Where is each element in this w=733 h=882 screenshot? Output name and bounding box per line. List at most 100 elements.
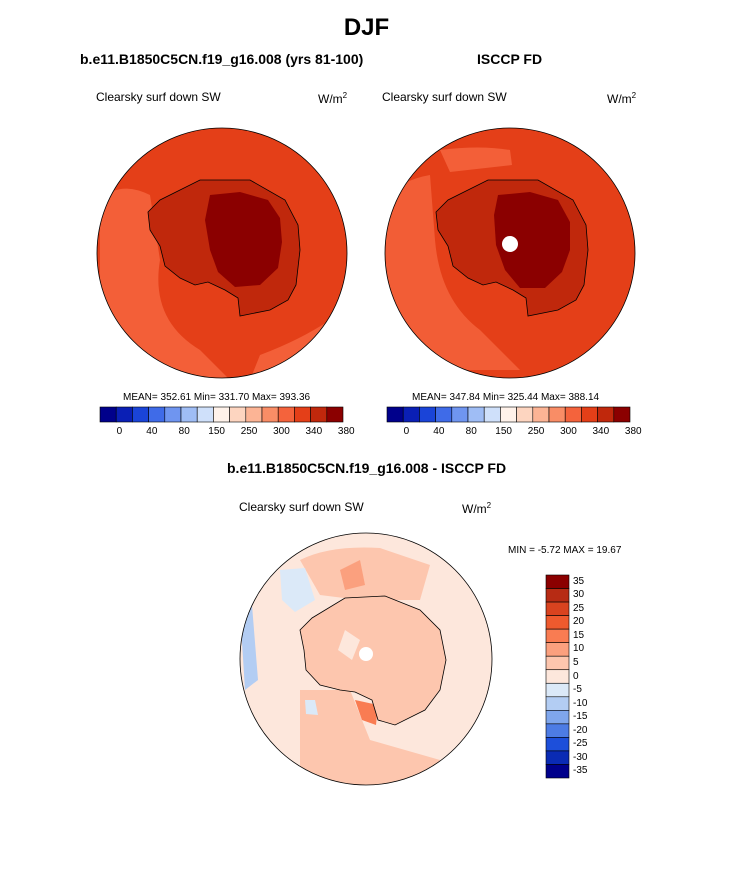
right-colorbar-swatch [532,406,550,423]
right-colorbar-swatch [597,406,615,423]
diff-colorbar-swatch [545,615,570,630]
diff-colorbar-swatch [545,574,570,589]
left-colorbar-swatch [245,406,263,423]
diff-colorbar-swatch [545,682,570,698]
left-colorbar-tick-label: 80 [178,426,190,437]
diff-colorbar-tick-label: -35 [573,765,588,777]
right-colorbar-swatch [435,406,453,423]
left-colorbar-tick-label: 0 [116,426,123,437]
left-colorbar-tick-label: 150 [208,426,225,437]
diff-panel-subtitle: b.e11.B1850C5CN.f19_g16.008 - ISCCP FD [227,460,507,476]
diff-colorbar-tick-label: 20 [573,616,585,628]
left-colorbar-tick-label: 340 [305,426,323,437]
left-colorbar-swatch [277,406,295,423]
left-units-label: W/m2 [318,91,348,106]
left-colorbar-tick-label: 40 [146,426,158,437]
left-colorbar-swatch [261,406,279,423]
diff-colorbar-tick-label: -15 [573,711,588,723]
right-colorbar [386,406,631,423]
diff-colorbar-tick-label: 30 [573,589,585,601]
left-colorbar-swatch [196,406,214,423]
figure-title: DJF [343,14,390,41]
right-colorbar-tick-label: 340 [592,426,610,437]
diff-colorbar-swatch [545,764,570,779]
right-colorbar-swatch [402,406,420,423]
diff-colorbar-tick-label: 10 [573,643,585,655]
right-colorbar-tick-label: 80 [465,426,477,437]
diff-colorbar-swatch [545,628,570,643]
diff-colorbar-swatch [545,588,570,603]
right-colorbar-swatch [483,406,501,423]
right-colorbar-tick-label: 250 [527,426,545,437]
left-colorbar-swatch [99,406,117,423]
diff-variable-label: Clearsky surf down SW [239,500,364,514]
left-panel-subtitle: b.e11.B1850C5CN.f19_g16.008 (yrs 81-100) [80,51,364,67]
left-colorbar-swatch [326,406,344,423]
left-map [96,127,348,379]
right-colorbar-tick-label: 0 [403,426,410,437]
left-colorbar-swatch [164,406,182,423]
right-colorbar-tick-label: 40 [433,426,445,437]
left-colorbar-tick-label: 250 [240,426,258,437]
diff-colorbar-swatch [545,710,570,725]
left-colorbar-swatch [294,406,311,423]
left-colorbar [99,406,344,423]
left-colorbar-swatch [229,406,247,423]
right-colorbar-tick-label: 300 [560,426,577,437]
right-plateau [494,192,570,288]
right-pole-missing [502,236,518,252]
diff-pole-missing [359,647,373,661]
left-colorbar-swatch [213,406,230,423]
diff-colorbar-swatch [545,601,570,616]
diff-colorbar-tick-label: 25 [573,602,585,614]
left-colorbar-tick-label: 300 [273,426,290,437]
right-colorbar-swatch [581,406,598,423]
right-colorbar-swatch [500,406,517,423]
diff-colorbar-tick-label: 5 [573,656,579,668]
diff-colorbar-swatch [545,737,570,752]
diff-map [239,532,493,786]
right-colorbar-swatch [451,406,469,423]
right-colorbar-swatch [467,406,485,423]
left-plateau [205,192,282,287]
diff-colorbar-swatch [545,669,570,684]
right-stats: MEAN= 347.84 Min= 325.44 Max= 388.14 [412,392,600,403]
diff-colorbar-swatch [545,723,570,738]
diff-stats: MIN = -5.72 MAX = 19.67 [508,545,622,556]
right-map [384,127,636,379]
diff-colorbar-tick-label: -10 [573,697,588,709]
left-stats: MEAN= 352.61 Min= 331.70 Max= 393.36 [123,392,311,403]
diff-colorbar-swatch [545,750,570,765]
diff-colorbar-tick-label: 15 [573,629,585,641]
right-panel-subtitle: ISCCP FD [477,51,543,67]
right-colorbar-swatch [548,406,566,423]
left-colorbar-tick-label: 380 [337,426,355,437]
diff-colorbar-tick-label: -5 [573,684,582,696]
diff-colorbar-tick-label: -30 [573,751,588,763]
diff-colorbar-swatch [545,642,570,657]
right-variable-label: Clearsky surf down SW [382,90,507,104]
right-colorbar-swatch [516,406,534,423]
left-colorbar-swatch [148,406,166,423]
diff-units-label: W/m2 [462,501,492,516]
diff-colorbar-swatch [545,655,570,671]
left-colorbar-swatch [310,406,328,423]
left-variable-label: Clearsky surf down SW [96,90,221,104]
left-colorbar-swatch [115,406,133,423]
right-colorbar-tick-label: 380 [624,426,642,437]
right-colorbar-tick-label: 150 [495,426,512,437]
diff-colorbar-swatch [545,696,570,711]
diff-antarctica [299,595,447,726]
left-colorbar-swatch [132,406,149,423]
right-colorbar-swatch [386,406,404,423]
diff-colorbar-tick-label: 0 [573,670,579,682]
right-colorbar-swatch [564,406,582,423]
right-colorbar-swatch [419,406,436,423]
right-units-label: W/m2 [607,91,637,106]
diff-colorbar [545,574,570,779]
diff-colorbar-tick-label: 35 [573,575,585,587]
diff-colorbar-tick-label: -20 [573,724,588,736]
diff-colorbar-tick-label: -25 [573,738,588,750]
left-colorbar-swatch [180,406,198,423]
